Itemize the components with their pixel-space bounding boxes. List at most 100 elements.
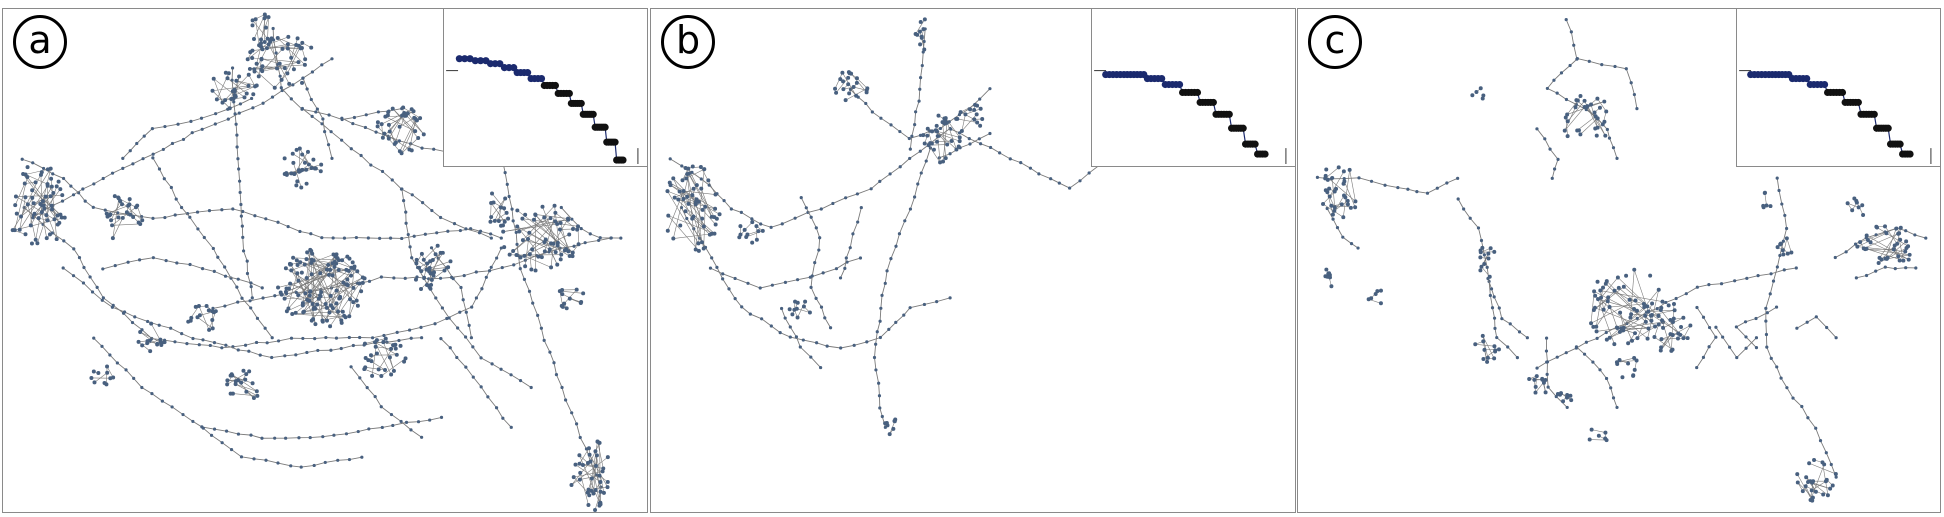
graph-node xyxy=(296,293,300,297)
graph-node xyxy=(247,350,250,353)
graph-node xyxy=(1857,205,1861,209)
graph-node xyxy=(60,193,64,197)
graph-node xyxy=(315,303,319,307)
graph-node xyxy=(944,156,948,160)
graph-node xyxy=(380,275,383,278)
graph-node xyxy=(879,117,882,120)
graph-node xyxy=(770,324,773,327)
graph-node xyxy=(327,143,330,146)
graph-node xyxy=(310,98,313,101)
graph-node xyxy=(1574,105,1578,109)
graph-node xyxy=(180,332,183,335)
graph-node xyxy=(865,340,868,343)
graph-node xyxy=(468,324,471,327)
graph-node xyxy=(881,415,884,418)
graph-node xyxy=(226,76,230,80)
graph-node xyxy=(1892,247,1896,251)
graph-node xyxy=(865,90,869,94)
graph-node xyxy=(108,353,111,356)
graph-edge xyxy=(22,159,501,238)
graph-node xyxy=(1369,296,1373,300)
graph-node xyxy=(1686,336,1690,340)
graph-node xyxy=(33,212,37,216)
graph-node xyxy=(846,76,850,80)
graph-node xyxy=(1480,246,1484,250)
graph-node xyxy=(78,256,81,259)
graph-node xyxy=(251,381,255,385)
graph-node xyxy=(251,92,255,96)
graph-node xyxy=(1777,189,1780,192)
graph-node xyxy=(92,206,95,209)
graph-node xyxy=(1479,250,1483,254)
graph-node xyxy=(1646,310,1650,314)
graph-node xyxy=(111,376,115,380)
graph-node xyxy=(914,110,917,113)
graph-node xyxy=(96,371,100,375)
graph-node xyxy=(1628,316,1632,320)
graph-node xyxy=(109,218,113,222)
graph-node xyxy=(577,242,581,246)
graph-node xyxy=(273,437,276,440)
graph-node xyxy=(152,256,155,259)
graph-node xyxy=(1896,254,1900,258)
graph-node xyxy=(244,390,248,394)
graph-node xyxy=(231,66,234,69)
graph-node xyxy=(506,217,510,221)
graph-node xyxy=(685,172,689,176)
graph-node xyxy=(325,306,329,310)
graph-node xyxy=(665,189,669,193)
graph-node xyxy=(559,253,563,257)
graph-node xyxy=(1596,337,1599,340)
graph-node xyxy=(386,110,390,114)
graph-node xyxy=(338,295,342,299)
graph-node xyxy=(1585,104,1589,108)
graph-node xyxy=(1779,376,1782,379)
inset-node xyxy=(1871,111,1878,118)
graph-node xyxy=(309,249,313,253)
graph-node xyxy=(311,158,315,162)
graph-node xyxy=(789,335,792,338)
graph-node xyxy=(556,243,560,247)
graph-node xyxy=(428,418,431,421)
graph-node xyxy=(1593,110,1597,114)
graph-node xyxy=(1895,242,1899,246)
graph-node xyxy=(294,353,297,356)
graph-node xyxy=(351,300,355,304)
graph-node xyxy=(475,296,478,299)
graph-node xyxy=(884,282,887,285)
graph-node xyxy=(833,87,837,91)
graph-node xyxy=(159,343,163,347)
graph-node xyxy=(1904,229,1907,232)
graph-node xyxy=(330,57,333,60)
inset-node xyxy=(1261,150,1268,157)
graph-node xyxy=(275,51,278,54)
graph-node xyxy=(381,170,384,173)
graph-node xyxy=(1470,93,1474,97)
graph-node xyxy=(883,421,887,425)
graph-node xyxy=(1904,239,1908,243)
graph-node xyxy=(678,190,682,194)
graph-node xyxy=(247,369,251,373)
graph-node xyxy=(894,321,897,324)
graph-node xyxy=(311,115,314,118)
graph-node xyxy=(244,344,247,347)
graph-node xyxy=(249,306,252,309)
graph-node xyxy=(416,136,420,140)
graph-node xyxy=(512,219,515,222)
graph-node xyxy=(91,290,94,293)
graph-node xyxy=(131,321,134,324)
graph-node xyxy=(1593,306,1597,310)
graph-node xyxy=(839,346,842,349)
graph-node xyxy=(283,156,287,160)
graph-node xyxy=(1543,137,1546,140)
graph-node xyxy=(1649,319,1653,323)
graph-node xyxy=(121,157,124,160)
graph-node xyxy=(935,140,939,144)
graph-node xyxy=(345,277,349,281)
graph-edge xyxy=(530,254,532,269)
graph-node xyxy=(400,420,403,423)
graph-node xyxy=(227,118,230,121)
graph-node xyxy=(1708,326,1711,329)
graph-node xyxy=(255,341,258,344)
graph-node xyxy=(1806,416,1809,419)
